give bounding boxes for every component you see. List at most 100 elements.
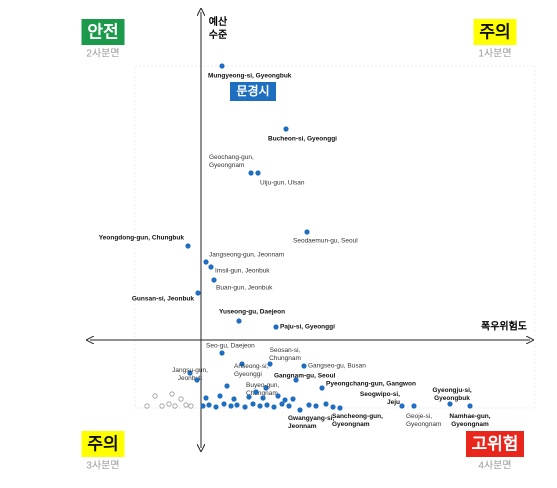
point-label: Gunsan-si, Jeonbuk [132,296,195,303]
data-point [282,397,288,403]
data-point [319,385,325,391]
quadrant-label: 고위험 [472,433,519,453]
point-label: Gwangyang-si, Jeonnam [288,415,334,430]
data-point [257,403,263,409]
data-point [144,403,150,409]
data-point [290,396,296,402]
point-label: Gangseo-gu, Busan [308,363,366,370]
point-label: Seosan-si, Chungnam [269,347,301,362]
data-point [187,370,193,376]
point-label: Mungyeong-si, Gyeongbuk [208,73,292,80]
point-label: Namhae-gun, Gyeongnam [449,413,490,428]
data-point [467,403,473,409]
point-label: Seo-gu, Daejeon [206,343,255,350]
quadrant-sub: 2사분면 [86,48,119,60]
point-label: Jangsu-gun, Jeonbuk [172,367,208,382]
data-point [208,264,214,270]
data-point [228,403,234,409]
point-label: Geochang-gun, Gyeongnam [209,154,254,169]
point-label: Uiju-gun, Ulsan [260,180,305,187]
data-point [283,126,289,132]
data-point [313,403,319,409]
point-label: Buyeo-gun, Chungnam [246,382,279,397]
quadrant-badge [466,431,524,457]
point-label: Seodaemun-gu, Seoul [293,238,358,245]
quadrant-badge [473,19,517,45]
data-point [275,393,281,399]
data-point [236,318,242,324]
quadrant-badge [81,19,125,45]
quadrant-badge [81,431,125,457]
data-point [195,290,201,296]
data-point [203,395,209,401]
highlight-box [230,82,276,101]
data-point [297,407,303,413]
data-point [159,403,165,409]
point-label: Geoje-si, Gyeongnam [406,413,441,428]
data-point [304,229,310,235]
data-point [273,324,279,330]
data-point [255,170,261,176]
point-label: Anseong-si, Gyeonggi [234,363,269,378]
data-point [399,403,405,409]
point-label: Yeongdong-gun, Chungbuk [99,235,185,242]
quadrant-sub: 4사분면 [478,460,511,472]
data-point [206,402,212,408]
data-point [172,403,178,409]
data-point [231,396,237,402]
data-point [200,403,206,409]
data-point [447,401,453,407]
x-axis-label: 폭우위험도 [481,320,527,333]
quadrant-label: 주의 [87,434,118,453]
data-point [264,402,270,408]
data-point [234,402,240,408]
data-point [301,363,307,369]
quadrant-sub: 1사분면 [478,48,511,60]
data-point [279,401,285,407]
point-label: Imsil-gun, Jeonbuk [215,268,270,275]
data-point [203,259,209,265]
point-label: Gyeongju-si, Gyeongbuk [432,387,472,402]
point-label: Paju-si, Gyeonggi [280,324,335,331]
data-point [183,402,189,408]
data-point [152,393,158,399]
data-point [221,401,227,407]
data-point [224,383,230,389]
data-point [169,391,175,397]
point-label: Sancheong-gun, Gyeongnam [332,413,383,428]
data-point [248,170,254,176]
data-point [219,350,225,356]
data-point [337,405,343,411]
quadrant-label: 안전 [87,22,118,41]
data-point [323,401,329,407]
data-point [217,393,223,399]
data-point [219,63,225,69]
data-point [250,401,256,407]
data-point [213,404,219,410]
point-label: Jangseong-gun, Jeonnam [209,252,284,259]
data-point [242,404,248,410]
point-label: Gangnam-gu, Seoul [274,373,336,380]
quadrant-label: 주의 [479,22,510,41]
point-label: Seogwipo-si, Jeju [360,391,400,406]
data-point [185,243,191,249]
data-point [286,403,292,409]
data-point [166,401,172,407]
data-point [211,277,217,283]
data-point [239,361,245,367]
point-label: Buan-gun, Jeonbuk [216,285,273,292]
data-point [188,403,194,409]
data-point [246,394,252,400]
data-point [260,395,266,401]
point-label: Bucheon-si, Gyeonggi [268,136,337,143]
quadrant-sub: 3사분면 [86,460,119,472]
highlight-label: 문경시 [236,84,269,98]
data-point [267,361,273,367]
data-point [263,385,269,391]
data-point [271,404,277,410]
data-point [306,402,312,408]
data-point [330,404,336,410]
data-point [293,377,299,383]
point-label: Yuseong-gu, Daejeon [219,309,285,316]
